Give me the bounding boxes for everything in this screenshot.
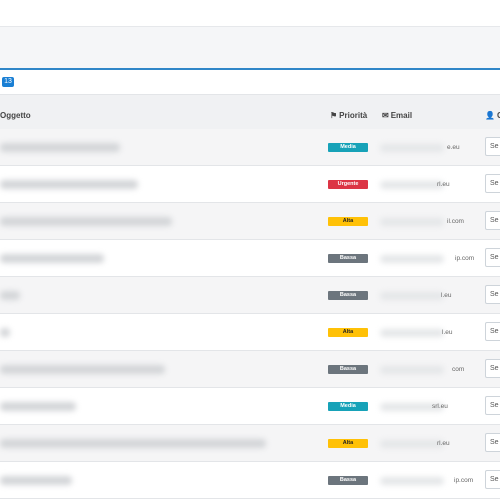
client-select[interactable]: Se	[485, 174, 500, 193]
result-count-badge: 13	[2, 77, 14, 87]
client-select[interactable]: Se	[485, 137, 500, 156]
email-suffix: rl.eu	[437, 440, 450, 447]
client-select[interactable]: Se	[485, 211, 500, 230]
client-select[interactable]: Se	[485, 285, 500, 304]
email-cell-redacted	[380, 292, 444, 300]
client-select[interactable]: Se	[485, 396, 500, 415]
column-header-subject[interactable]: Oggetto	[0, 95, 31, 129]
email-cell-redacted	[380, 403, 444, 411]
table-row[interactable]: Alta l.eu Se	[0, 314, 500, 351]
priority-badge: Media	[328, 143, 368, 152]
email-suffix: ip.com	[454, 477, 474, 484]
table-row[interactable]: Media e.eu Se	[0, 129, 500, 166]
client-select[interactable]: Se	[485, 322, 500, 341]
email-suffix: rl.eu	[437, 181, 450, 188]
subject-cell-redacted	[0, 143, 120, 152]
subject-cell-redacted	[0, 365, 165, 374]
column-client-label: Cl	[496, 111, 500, 120]
priority-badge: Bassa	[328, 291, 368, 300]
column-priority-label: Priorità	[339, 111, 368, 120]
subject-cell-redacted	[0, 402, 76, 411]
table-row[interactable]: Urgente rl.eu Se	[0, 166, 500, 203]
column-header-email[interactable]: ✉ Email	[382, 95, 412, 129]
table-row[interactable]: Bassa com Se	[0, 351, 500, 388]
email-cell-redacted	[380, 218, 444, 226]
table-row[interactable]: Bassa ip.com Se	[0, 462, 500, 499]
email-suffix: ip.com	[455, 255, 475, 262]
priority-badge: Bassa	[328, 476, 368, 485]
user-icon: 👤	[485, 111, 495, 120]
subject-cell-redacted	[0, 254, 104, 263]
subject-cell-redacted	[0, 328, 10, 337]
envelope-icon: ✉	[382, 111, 389, 120]
table-row[interactable]: Alta il.com Se	[0, 203, 500, 240]
client-select[interactable]: Se	[485, 433, 500, 452]
email-cell-redacted	[380, 181, 444, 189]
column-email-label: Email	[390, 111, 413, 120]
column-header-priority[interactable]: ⚑ Priorità	[330, 95, 367, 129]
table-body: Media e.eu Se Urgente rl.eu Se Alta il.com Se Bas…	[0, 129, 500, 499]
priority-badge: Bassa	[328, 254, 368, 263]
subject-cell-redacted	[0, 180, 138, 189]
results-bar: 13	[0, 70, 500, 95]
column-subject-label: Oggetto	[0, 111, 31, 120]
client-select[interactable]: Se	[485, 359, 500, 378]
table-row[interactable]: Bassa l.eu Se	[0, 277, 500, 314]
email-cell-redacted	[380, 366, 444, 374]
top-strip	[0, 0, 500, 26]
table-row[interactable]: Media srl.eu Se	[0, 388, 500, 425]
priority-badge: Bassa	[328, 365, 368, 374]
email-cell-redacted	[380, 329, 444, 337]
email-cell-redacted	[380, 255, 444, 263]
priority-badge: Urgente	[328, 180, 368, 189]
priority-badge: Alta	[328, 328, 368, 337]
table-row[interactable]: Bassa ip.com Se	[0, 240, 500, 277]
table-header: Oggetto ⚑Priorità ✉Email 👤Cl	[0, 95, 500, 130]
flag-icon: ⚑	[330, 111, 338, 120]
page-header	[0, 26, 500, 69]
email-suffix: com	[452, 366, 465, 373]
column-header-client[interactable]: 👤Cl	[485, 95, 500, 129]
email-cell-redacted	[380, 440, 444, 448]
client-select[interactable]: Se	[485, 248, 500, 267]
email-suffix: l.eu	[442, 329, 453, 336]
email-cell-redacted	[380, 144, 444, 152]
email-cell-redacted	[380, 477, 444, 485]
client-select[interactable]: Se	[485, 470, 500, 489]
email-suffix: e.eu	[447, 144, 460, 151]
table-row[interactable]: Alta rl.eu Se	[0, 425, 500, 462]
subject-cell-redacted	[0, 217, 172, 226]
email-suffix: srl.eu	[432, 403, 448, 410]
priority-badge: Media	[328, 402, 368, 411]
email-suffix: il.com	[447, 218, 464, 225]
subject-cell-redacted	[0, 291, 20, 300]
priority-badge: Alta	[328, 439, 368, 448]
subject-cell-redacted	[0, 439, 266, 448]
subject-cell-redacted	[0, 476, 72, 485]
email-suffix: l.eu	[441, 292, 452, 299]
priority-badge: Alta	[328, 217, 368, 226]
header-accent-line	[0, 68, 500, 70]
